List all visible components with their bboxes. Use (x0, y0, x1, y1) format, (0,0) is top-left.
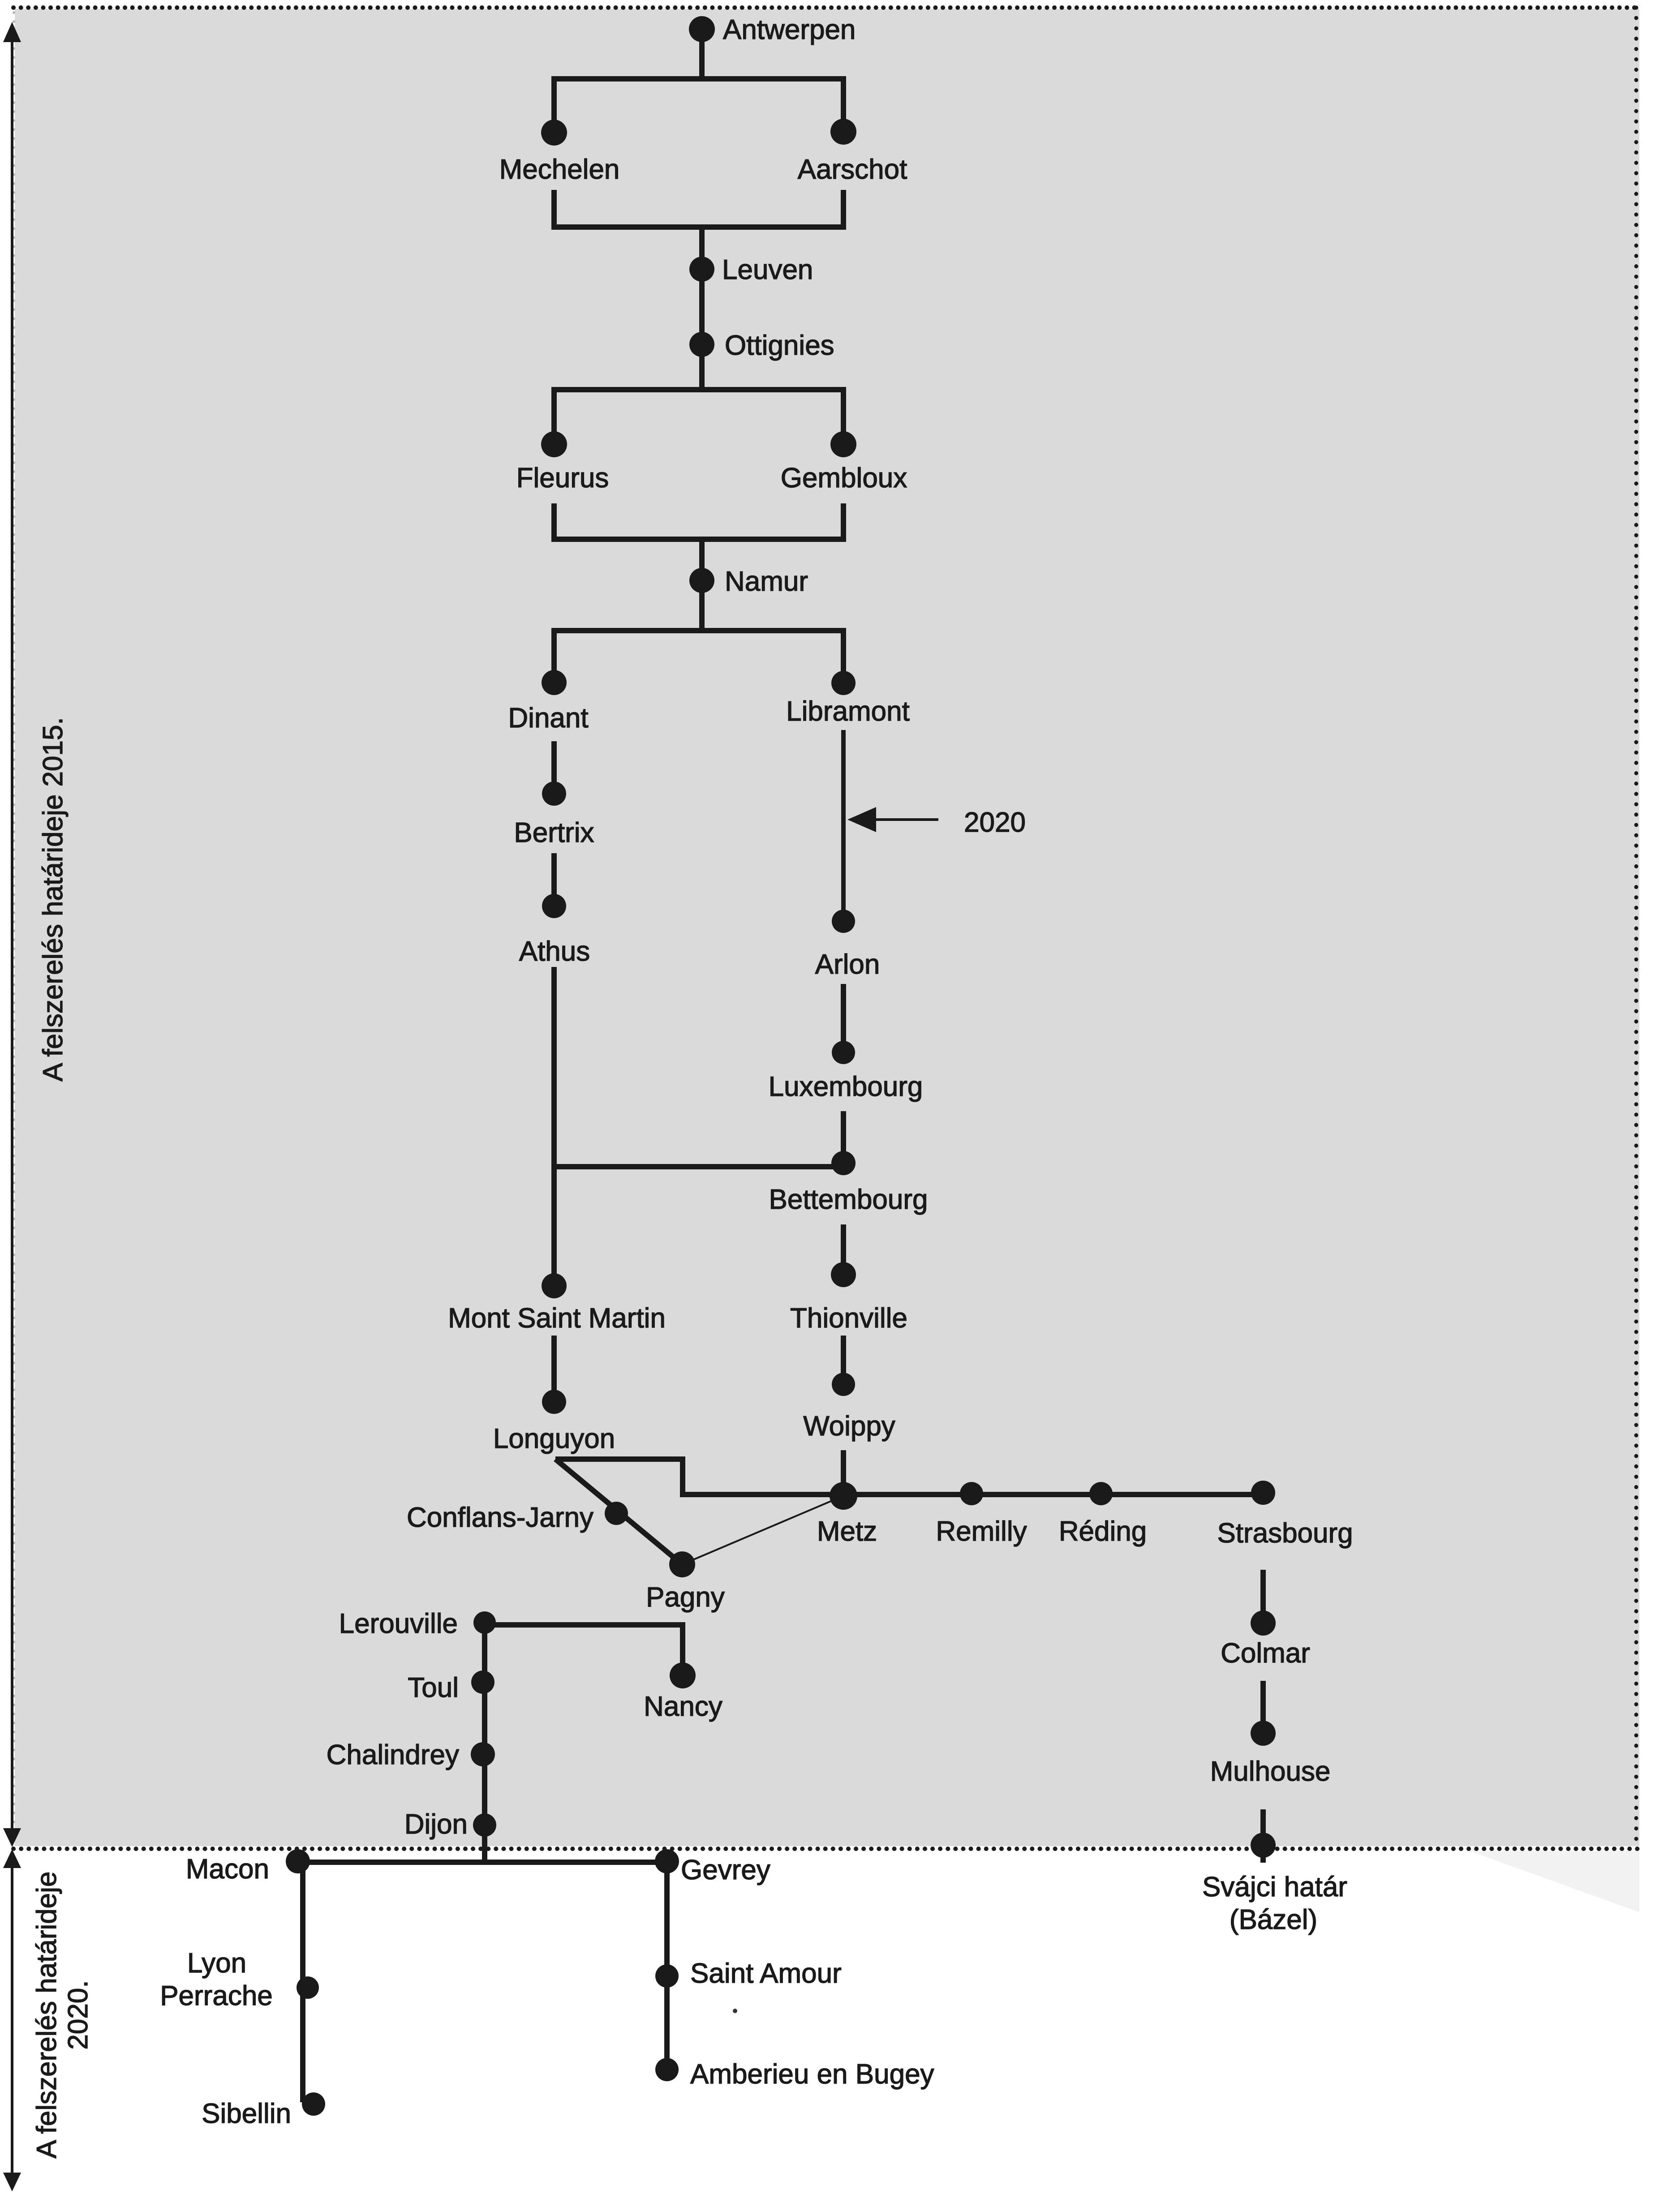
svg-text:Saint Amour: Saint Amour (690, 1958, 842, 1989)
svg-text:Luxembourg: Luxembourg (769, 1071, 923, 1102)
svg-text:Arlon: Arlon (815, 949, 880, 980)
svg-text:Mulhouse: Mulhouse (1210, 1756, 1331, 1787)
svg-text:Lyon: Lyon (187, 1948, 246, 1979)
svg-text:Colmar: Colmar (1221, 1638, 1310, 1669)
svg-text:Fleurus: Fleurus (516, 463, 609, 494)
svg-text:Dijon: Dijon (404, 1809, 468, 1840)
svg-text:Thionville: Thionville (790, 1303, 907, 1334)
svg-text:Nancy: Nancy (644, 1691, 722, 1722)
svg-text:2020.: 2020. (63, 1980, 94, 2049)
svg-text:A felszerelés határideje 2015.: A felszerelés határideje 2015. (38, 717, 69, 1081)
svg-text:Amberieu en Bugey: Amberieu en Bugey (690, 2059, 934, 2090)
svg-text:Mont Saint Martin: Mont Saint Martin (448, 1303, 666, 1334)
svg-text:A felszerelés határideje: A felszerelés határideje (31, 1871, 62, 2158)
svg-text:Woippy: Woippy (803, 1411, 895, 1442)
svg-text:Libramont: Libramont (786, 696, 910, 727)
svg-text:Remilly: Remilly (936, 1516, 1027, 1547)
svg-text:Bertrix: Bertrix (514, 817, 594, 848)
svg-text:Svájci határ: Svájci határ (1202, 1872, 1347, 1903)
svg-text:Metz: Metz (817, 1516, 877, 1547)
svg-text:Namur: Namur (725, 566, 808, 597)
svg-text:Toul: Toul (408, 1672, 459, 1703)
svg-text:Antwerpen: Antwerpen (723, 14, 856, 45)
svg-text:Athus: Athus (519, 936, 590, 967)
svg-text:Chalindrey: Chalindrey (327, 1740, 459, 1770)
svg-text:2020: 2020 (964, 807, 1026, 838)
svg-text:Réding: Réding (1059, 1516, 1147, 1547)
svg-text:Aarschot: Aarschot (798, 154, 907, 185)
svg-text:Lerouville: Lerouville (339, 1608, 458, 1639)
svg-text:Sibellin: Sibellin (202, 2098, 291, 2129)
svg-text:Gembloux: Gembloux (781, 463, 907, 494)
svg-text:Conflans-Jarny: Conflans-Jarny (407, 1502, 593, 1533)
svg-text:Bettembourg: Bettembourg (769, 1184, 928, 1215)
svg-text:Ottignies: Ottignies (725, 330, 834, 361)
svg-text:Leuven: Leuven (722, 254, 813, 285)
svg-text:Longuyon: Longuyon (493, 1423, 615, 1454)
svg-text:Perrache: Perrache (160, 1980, 273, 2011)
svg-text:Dinant: Dinant (508, 703, 588, 734)
svg-text:Gevrey: Gevrey (681, 1855, 770, 1886)
svg-text:Mechelen: Mechelen (499, 154, 620, 185)
svg-text:Strasbourg: Strasbourg (1217, 1518, 1353, 1549)
svg-text:Pagny: Pagny (646, 1582, 725, 1613)
svg-text:Macon: Macon (186, 1854, 269, 1885)
svg-text:(Bázel): (Bázel) (1230, 1904, 1317, 1935)
